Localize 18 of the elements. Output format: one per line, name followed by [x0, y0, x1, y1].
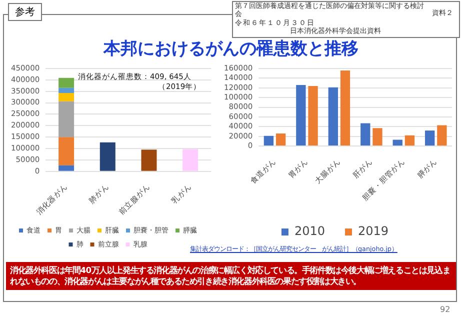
bar: [392, 140, 402, 146]
bar: [360, 123, 370, 146]
chart-title: 本邦におけるがんの罹患数と推移: [102, 38, 360, 60]
bar: [404, 135, 415, 146]
bar: [372, 128, 382, 146]
bar: [328, 87, 338, 146]
text: 92: [440, 305, 450, 314]
legend-label: 2019: [358, 224, 389, 238]
bar: [264, 136, 274, 146]
text: 消化器外科医は年間40万人以上発生する消化器がんの治療に幅広く対応している。手術件数は今後大幅に増えることは見込まれないものの、消化器がんは主要ながん種であるため引き続き消化器外科医の果たす役割は大きい。: [6, 262, 456, 290]
legend-label: 2010: [294, 224, 326, 238]
bar: [425, 130, 435, 146]
bar: [437, 125, 447, 146]
bar: [340, 70, 350, 146]
text: 参考: [8, 3, 42, 21]
bar: [308, 86, 318, 146]
bar: [296, 84, 306, 146]
bar: [276, 133, 286, 146]
